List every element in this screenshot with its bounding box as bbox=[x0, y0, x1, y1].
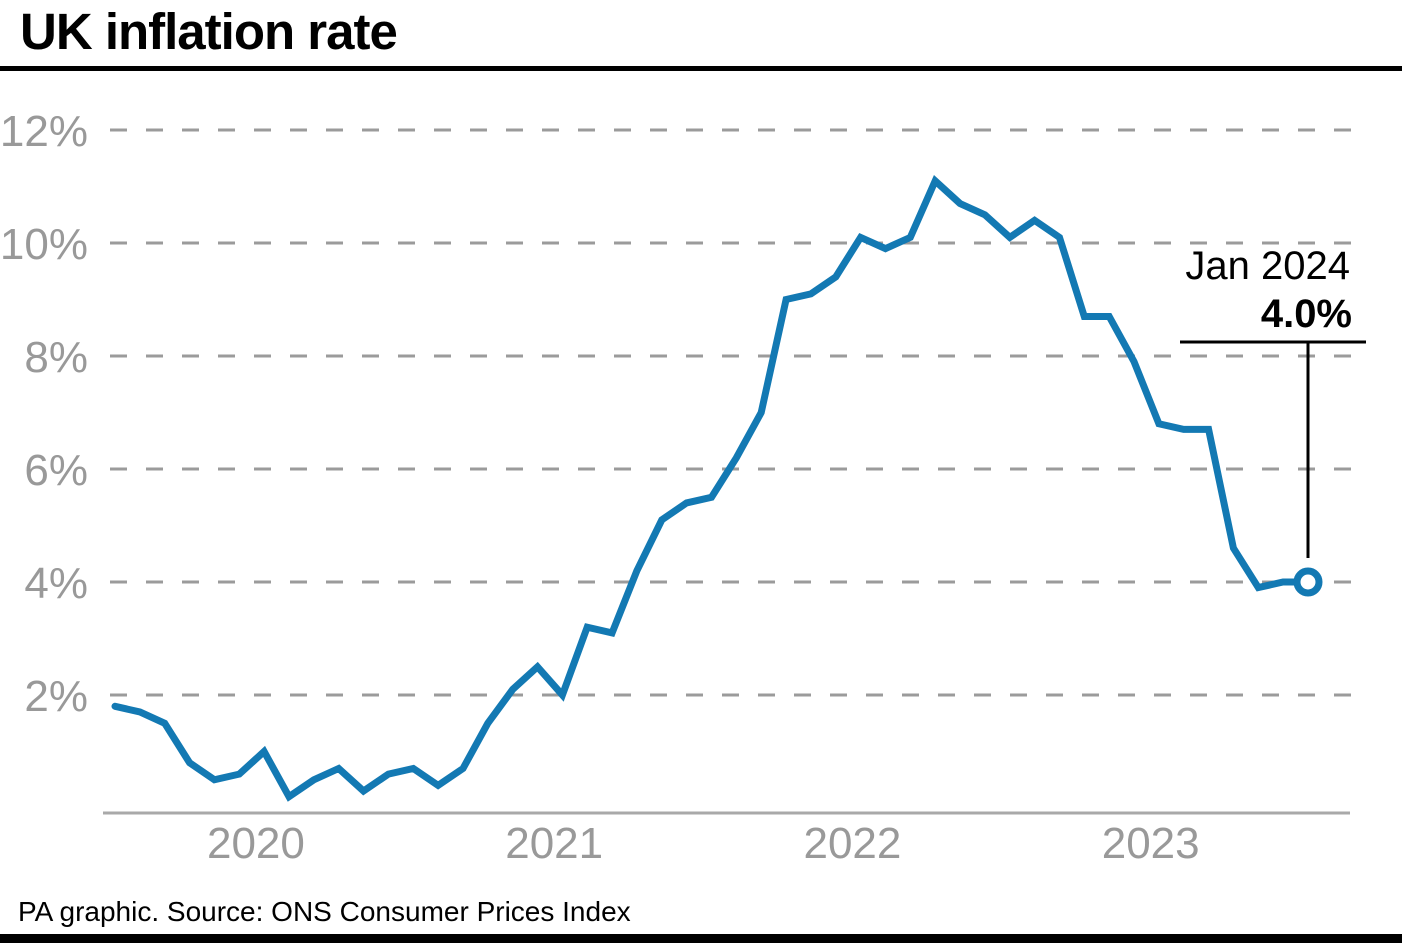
x-tick-label: 2021 bbox=[505, 819, 603, 868]
y-tick-label: 8% bbox=[24, 333, 88, 382]
x-tick-label: 2022 bbox=[803, 819, 901, 868]
inflation-line bbox=[111, 175, 1312, 802]
footer-bar bbox=[0, 934, 1402, 943]
y-tick-label: 4% bbox=[24, 559, 88, 608]
header-rule bbox=[0, 66, 1402, 71]
latest-point-marker bbox=[1293, 567, 1323, 597]
y-tick-label: 10% bbox=[0, 220, 88, 269]
y-tick-label: 6% bbox=[24, 446, 88, 495]
page-title: UK inflation rate bbox=[20, 3, 398, 60]
y-tick-label: 12% bbox=[0, 107, 88, 156]
annotation-date-label: Jan 2024 bbox=[1185, 244, 1350, 288]
x-tick-label: 2023 bbox=[1102, 819, 1200, 868]
x-tick-label: 2020 bbox=[207, 819, 305, 868]
annotation-value-label: 4.0% bbox=[1260, 292, 1352, 336]
source-note: PA graphic. Source: ONS Consumer Prices … bbox=[18, 896, 631, 927]
y-tick-label: 2% bbox=[24, 672, 88, 721]
